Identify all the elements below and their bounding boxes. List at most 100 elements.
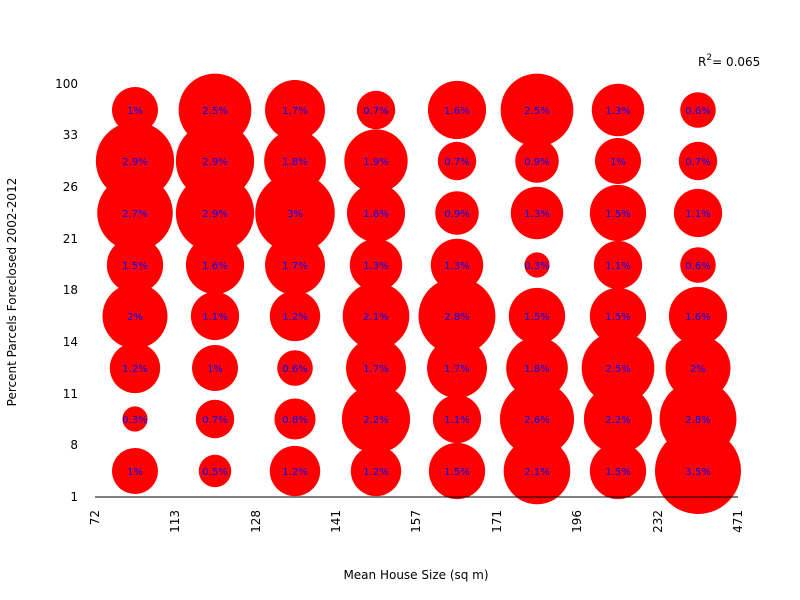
- bubble-point: [265, 80, 325, 140]
- bubble-data-label: 1.2%: [122, 364, 147, 375]
- bubble-data-label: 1.1%: [685, 209, 710, 220]
- bubble-data-label: 1%: [127, 106, 143, 117]
- x-tick-labels: 72 113 128 141 157 171 196 232 471: [88, 510, 745, 533]
- bubble-point: [499, 381, 575, 457]
- bubble-point: [192, 345, 238, 391]
- bubble-data-label: 1.1%: [202, 312, 227, 323]
- bubble-data-label: 0.6%: [282, 364, 307, 375]
- bubble-point: [589, 184, 647, 242]
- bubble-point: [341, 384, 411, 454]
- bubble-data-label: 1.5%: [605, 467, 630, 478]
- y-tick-label: 11: [63, 387, 78, 401]
- y-tick-label: 21: [63, 232, 78, 246]
- bubble-data-label: 1.7%: [282, 261, 307, 272]
- bubble-data-label: 2.5%: [524, 106, 549, 117]
- bubble-data-label: 2%: [690, 364, 706, 375]
- bubble-data-label: 1.5%: [605, 312, 630, 323]
- bubble-data-label: 0.9%: [524, 157, 549, 168]
- bubble-data-label: 0.7%: [685, 157, 710, 168]
- bubble-data-label: 1.2%: [363, 467, 388, 478]
- bubble-data-label: 1.6%: [444, 106, 469, 117]
- bubble-point: [673, 188, 723, 238]
- bubble-data-label: 2.1%: [363, 312, 388, 323]
- bubble-data-label: 1.7%: [444, 364, 469, 375]
- bubble-point: [430, 238, 484, 292]
- x-axis-title: Mean House Size (sq m): [343, 568, 488, 582]
- bubble-point: [190, 291, 240, 341]
- bubble-point: [109, 342, 161, 394]
- bubble-data-label: 0.7%: [363, 106, 388, 117]
- bubble-point: [350, 445, 402, 497]
- bubble-data-label: 2.8%: [685, 415, 710, 426]
- y-tick-label: 26: [63, 180, 78, 194]
- bubble-data-label: 1.2%: [282, 312, 307, 323]
- bubble-data-label: 2.2%: [605, 415, 630, 426]
- bubble-data-label: 1.3%: [444, 261, 469, 272]
- bubble-data-label: 1.3%: [524, 209, 549, 220]
- bubble-data-label: 2.6%: [524, 415, 549, 426]
- bubble-data-label: 0.6%: [685, 261, 710, 272]
- bubble-data-label: 2.9%: [202, 157, 227, 168]
- bubble-data-label: 1%: [610, 157, 626, 168]
- bubble-data-label: 0.6%: [685, 106, 710, 117]
- x-tick-label: 157: [409, 510, 423, 533]
- bubble-point: [122, 406, 148, 432]
- bubble-data-label: 0.3%: [122, 415, 147, 426]
- bubble-data-label: 3.5%: [685, 467, 710, 478]
- bubble-point: [593, 240, 643, 290]
- bubble-data-label: 0.7%: [444, 157, 469, 168]
- bubble-point: [178, 73, 252, 147]
- bubble-data-label: 2.5%: [605, 364, 630, 375]
- bubble-data-label: 1.5%: [524, 312, 549, 323]
- bubble-point: [589, 287, 647, 345]
- bubble-data-label: 1.6%: [685, 312, 710, 323]
- bubble-data-label: 2%: [127, 312, 143, 323]
- bubble-point: [680, 92, 716, 128]
- bubble-layer: [95, 73, 741, 514]
- y-tick-label: 18: [63, 283, 78, 297]
- bubble-point: [583, 384, 653, 454]
- y-axis-title: Percent Parcels Foreclosed 2002-2012: [5, 178, 19, 407]
- bubble-point: [346, 338, 406, 398]
- bubble-point: [428, 442, 486, 500]
- bubble-point: [112, 87, 158, 133]
- bubble-point: [524, 252, 550, 278]
- bubble-data-label: 3%: [287, 209, 303, 220]
- bubble-point: [515, 139, 559, 183]
- x-tick-label: 113: [168, 510, 182, 533]
- bubble-data-label: 1.1%: [444, 415, 469, 426]
- bubble-point: [668, 286, 728, 346]
- r-squared-annotation: R2= 0.065: [698, 53, 760, 69]
- y-tick-label: 100: [55, 77, 78, 91]
- bubble-point: [106, 236, 164, 294]
- bubble-point: [680, 247, 716, 283]
- bubble-data-label: 2.1%: [524, 467, 549, 478]
- bubble-point: [102, 283, 168, 349]
- bubble-data-label: 1%: [127, 467, 143, 478]
- y-tick-label: 33: [63, 128, 78, 142]
- bubble-point: [508, 287, 566, 345]
- bubble-point: [175, 121, 255, 201]
- bubble-point: [503, 437, 571, 505]
- bubble-data-label: 1.3%: [363, 261, 388, 272]
- bubble-point: [659, 380, 737, 458]
- bubble-label-layer: 1% 0.5% 1.2% 1.2% 1.5% 2.1% 1.5% 3.5% 0.3% 0.7% 0.…: [122, 106, 710, 478]
- bubble-data-label: 0.9%: [444, 209, 469, 220]
- bubble-point: [269, 445, 321, 497]
- bubble-point: [427, 338, 487, 398]
- bubble-data-label: 2.8%: [444, 312, 469, 323]
- bubble-data-label: 1%: [207, 364, 223, 375]
- bubble-point: [342, 282, 410, 350]
- bubble-data-label: 0.3%: [524, 261, 549, 272]
- bubble-data-label: 1.6%: [363, 209, 388, 220]
- bubble-point: [277, 350, 313, 386]
- bubble-data-label: 0.5%: [202, 467, 227, 478]
- bubble-point: [255, 173, 335, 253]
- bubble-point: [427, 80, 487, 140]
- bubble-point: [432, 394, 482, 444]
- bubble-point: [356, 90, 396, 130]
- bubble-point: [589, 442, 647, 500]
- bubble-point: [264, 130, 326, 192]
- y-tick-label: 1: [70, 490, 78, 504]
